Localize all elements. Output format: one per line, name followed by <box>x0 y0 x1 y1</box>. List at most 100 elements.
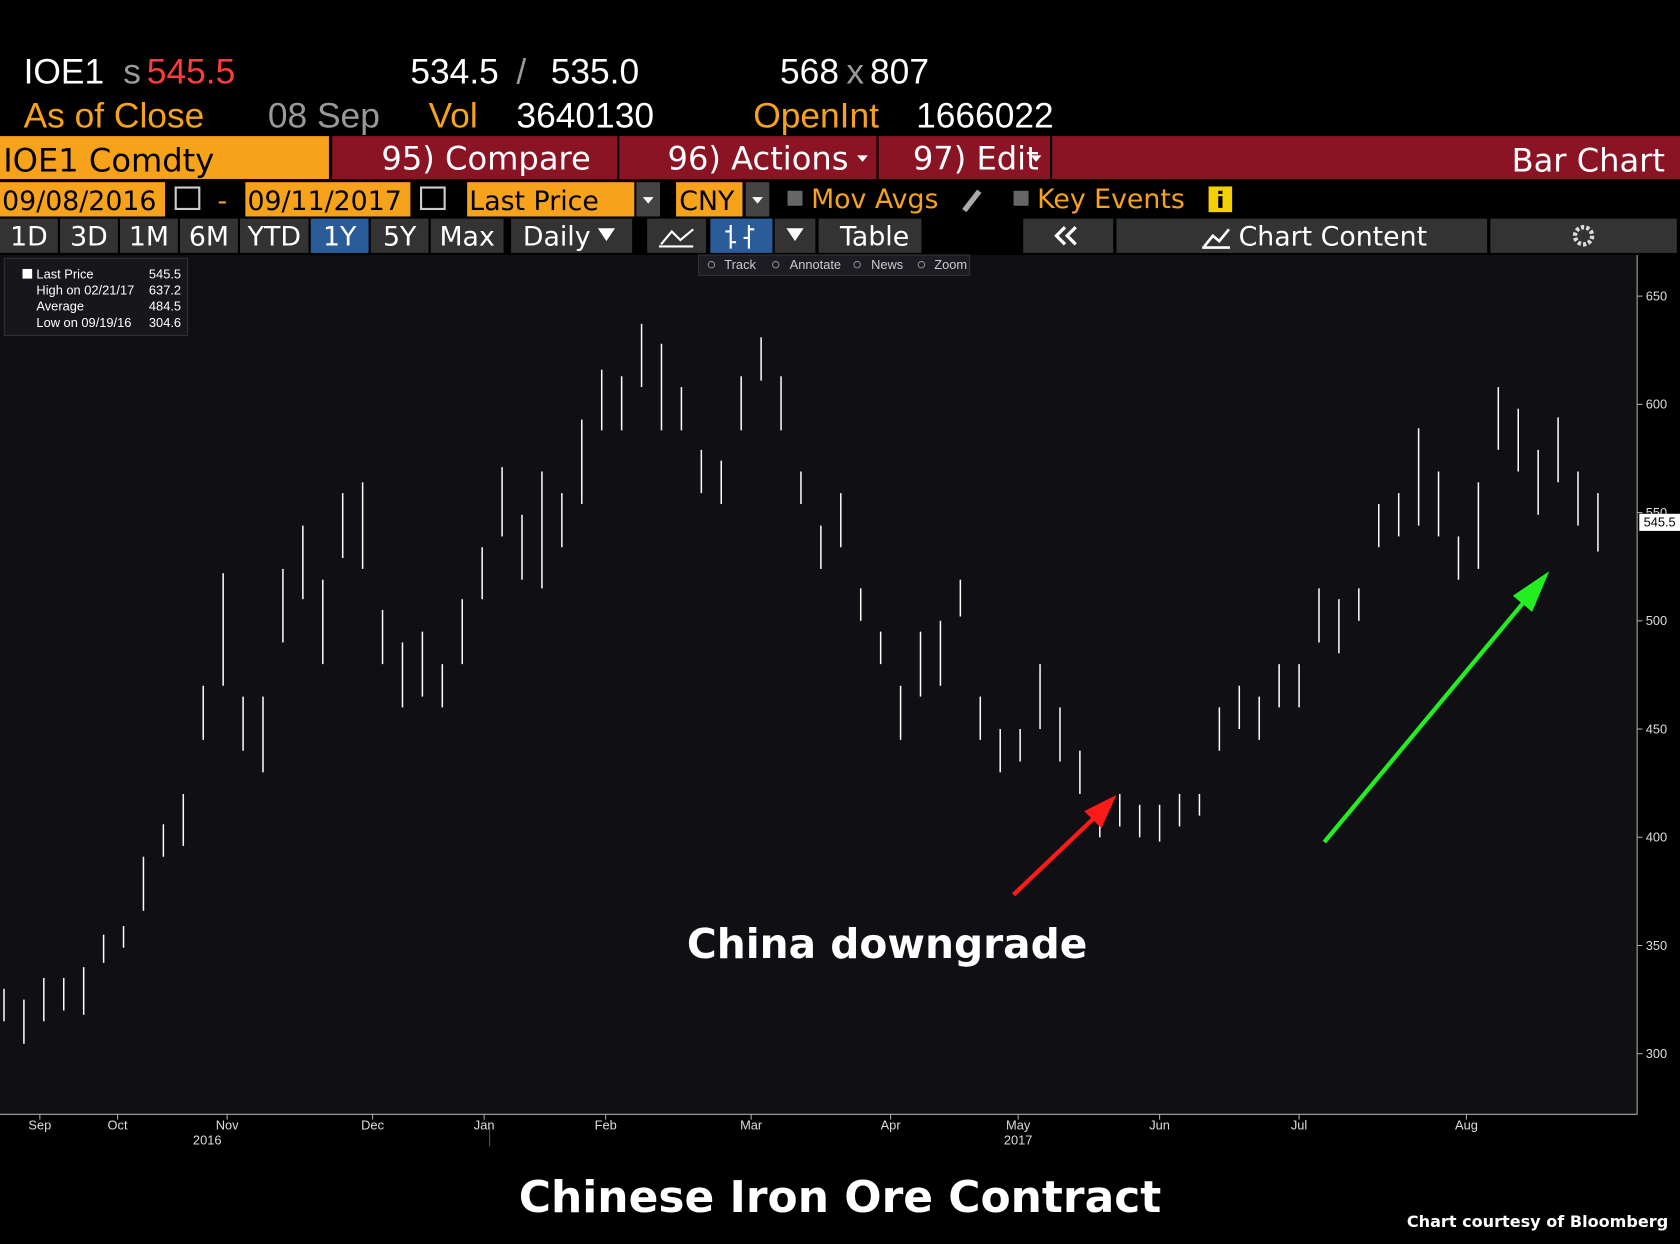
line-icon <box>658 228 694 248</box>
period-button[interactable] <box>120 218 178 253</box>
checkbox[interactable] <box>787 190 803 206</box>
separator: / <box>516 53 526 92</box>
green-arrow <box>1322 586 1538 844</box>
legend-swatch <box>22 268 33 279</box>
legend-label: Low on 09/19/16 <box>36 315 131 330</box>
mov-avgs[interactable]: Mov Avgs <box>811 184 938 215</box>
dropdown-icon <box>857 155 868 162</box>
edit-button[interactable]: 97) Edit <box>913 139 1039 177</box>
tool-label[interactable]: Annotate <box>790 257 841 272</box>
chart-content[interactable]: Chart Content <box>1239 221 1428 252</box>
period-button[interactable] <box>60 218 118 253</box>
year-label: 2016 <box>193 1132 222 1147</box>
tool-icon[interactable] <box>917 260 926 269</box>
chart-type[interactable]: Bar Chart <box>1512 141 1665 179</box>
period-label[interactable]: 1D <box>10 221 48 252</box>
tool-icon[interactable] <box>771 260 780 269</box>
chart-content-icon <box>1202 228 1230 249</box>
x-tick-label: Apr <box>881 1117 902 1132</box>
chart-title: Chinese Iron Ore Contract <box>519 1172 1161 1223</box>
price: 545.5 <box>147 53 235 92</box>
plot-area <box>0 255 1638 1115</box>
settings-button[interactable] <box>1490 218 1677 253</box>
tool-label[interactable]: News <box>871 257 903 272</box>
chart-content-button[interactable] <box>1116 218 1488 253</box>
dropdown-icon <box>1030 155 1042 162</box>
table[interactable]: Table <box>839 221 909 252</box>
period-button[interactable] <box>310 218 369 253</box>
tool-label[interactable]: Track <box>724 257 756 272</box>
chart-tools: Track Annotate News Zoom <box>698 254 971 276</box>
x-tick-label: Mar <box>740 1117 763 1132</box>
period-button[interactable] <box>240 218 309 253</box>
period-buttons: 1D 3D 1M 6M YTD 1Y 5Y Max <box>0 218 504 253</box>
ticker: IOE1 <box>24 53 105 92</box>
credit: Chart courtesy of Bloomberg <box>1407 1212 1668 1231</box>
y-tick-label: 600 <box>1646 397 1667 412</box>
tool-icon[interactable] <box>707 260 716 269</box>
period-button[interactable] <box>0 218 58 253</box>
tool-label[interactable]: Zoom <box>934 257 967 272</box>
tool-icon[interactable] <box>853 260 861 269</box>
dropdown-icon <box>597 228 615 242</box>
last-price-label: 545.5 <box>1644 515 1676 530</box>
annotation: China downgrade <box>687 920 1088 968</box>
period-label[interactable]: YTD <box>247 221 301 252</box>
x-tick-label: Feb <box>595 1117 617 1132</box>
y-tick-label: 650 <box>1646 288 1667 303</box>
y-tick-label: 350 <box>1646 938 1667 953</box>
period-button[interactable] <box>180 218 238 253</box>
currency[interactable]: CNY <box>679 186 735 217</box>
menu-bar <box>332 136 1680 179</box>
period-label[interactable]: 5Y <box>383 221 417 252</box>
period-label[interactable]: 1M <box>129 221 169 252</box>
period-button[interactable] <box>430 218 504 253</box>
frequency[interactable]: Daily <box>523 221 591 252</box>
period-button[interactable] <box>370 218 429 253</box>
legend-box <box>3 257 189 336</box>
red-arrow <box>1012 807 1106 897</box>
field-select[interactable] <box>467 182 635 217</box>
vol: 3640130 <box>516 97 654 136</box>
x-tick-label: Jul <box>1291 1117 1307 1132</box>
period-label[interactable]: 3D <box>70 221 108 252</box>
end-date-field[interactable] <box>245 182 411 217</box>
y-tick-label: 300 <box>1646 1046 1667 1061</box>
bid-size: 568 <box>780 53 839 92</box>
legend-label: High on 02/21/17 <box>36 283 134 298</box>
calendar-icon[interactable] <box>174 186 201 211</box>
field[interactable]: Last Price <box>469 186 599 217</box>
checkbox[interactable] <box>1013 190 1029 206</box>
currency-select[interactable] <box>676 182 743 217</box>
security-field[interactable] <box>0 136 329 179</box>
table-button[interactable] <box>818 218 922 253</box>
calendar-icon[interactable] <box>420 186 446 211</box>
dropdown-icon <box>786 228 804 242</box>
period-label[interactable]: 6M <box>189 221 229 252</box>
security[interactable]: IOE1 Comdty <box>3 141 214 179</box>
date: 08 Sep <box>268 97 380 136</box>
as-of: As of Close <box>24 97 205 136</box>
compare-button[interactable]: 95) Compare <box>381 139 590 177</box>
bid: 534.5 <box>410 53 498 92</box>
period-label[interactable]: Max <box>439 221 494 252</box>
dash: - <box>218 186 228 217</box>
vol-label: Vol <box>429 97 478 136</box>
x-tick-label: Jan <box>474 1117 495 1132</box>
x-tick-label: Nov <box>216 1117 239 1132</box>
start-date-field[interactable] <box>0 182 165 217</box>
frequency-select[interactable] <box>511 218 633 253</box>
end-date[interactable]: 09/11/2017 <box>247 186 401 217</box>
start-date[interactable]: 09/08/2016 <box>2 186 156 217</box>
bar-chart-button[interactable] <box>710 218 773 253</box>
x-tick-label: Sep <box>28 1117 51 1132</box>
info-dot <box>1218 190 1223 194</box>
period-label[interactable]: 1Y <box>323 221 357 252</box>
actions-button[interactable]: 96) Actions <box>668 139 849 177</box>
key-events[interactable]: Key Events <box>1037 184 1185 215</box>
legend-label: Last Price <box>36 267 93 282</box>
pencil-icon[interactable] <box>962 189 982 213</box>
dropdown-icon <box>752 197 763 204</box>
